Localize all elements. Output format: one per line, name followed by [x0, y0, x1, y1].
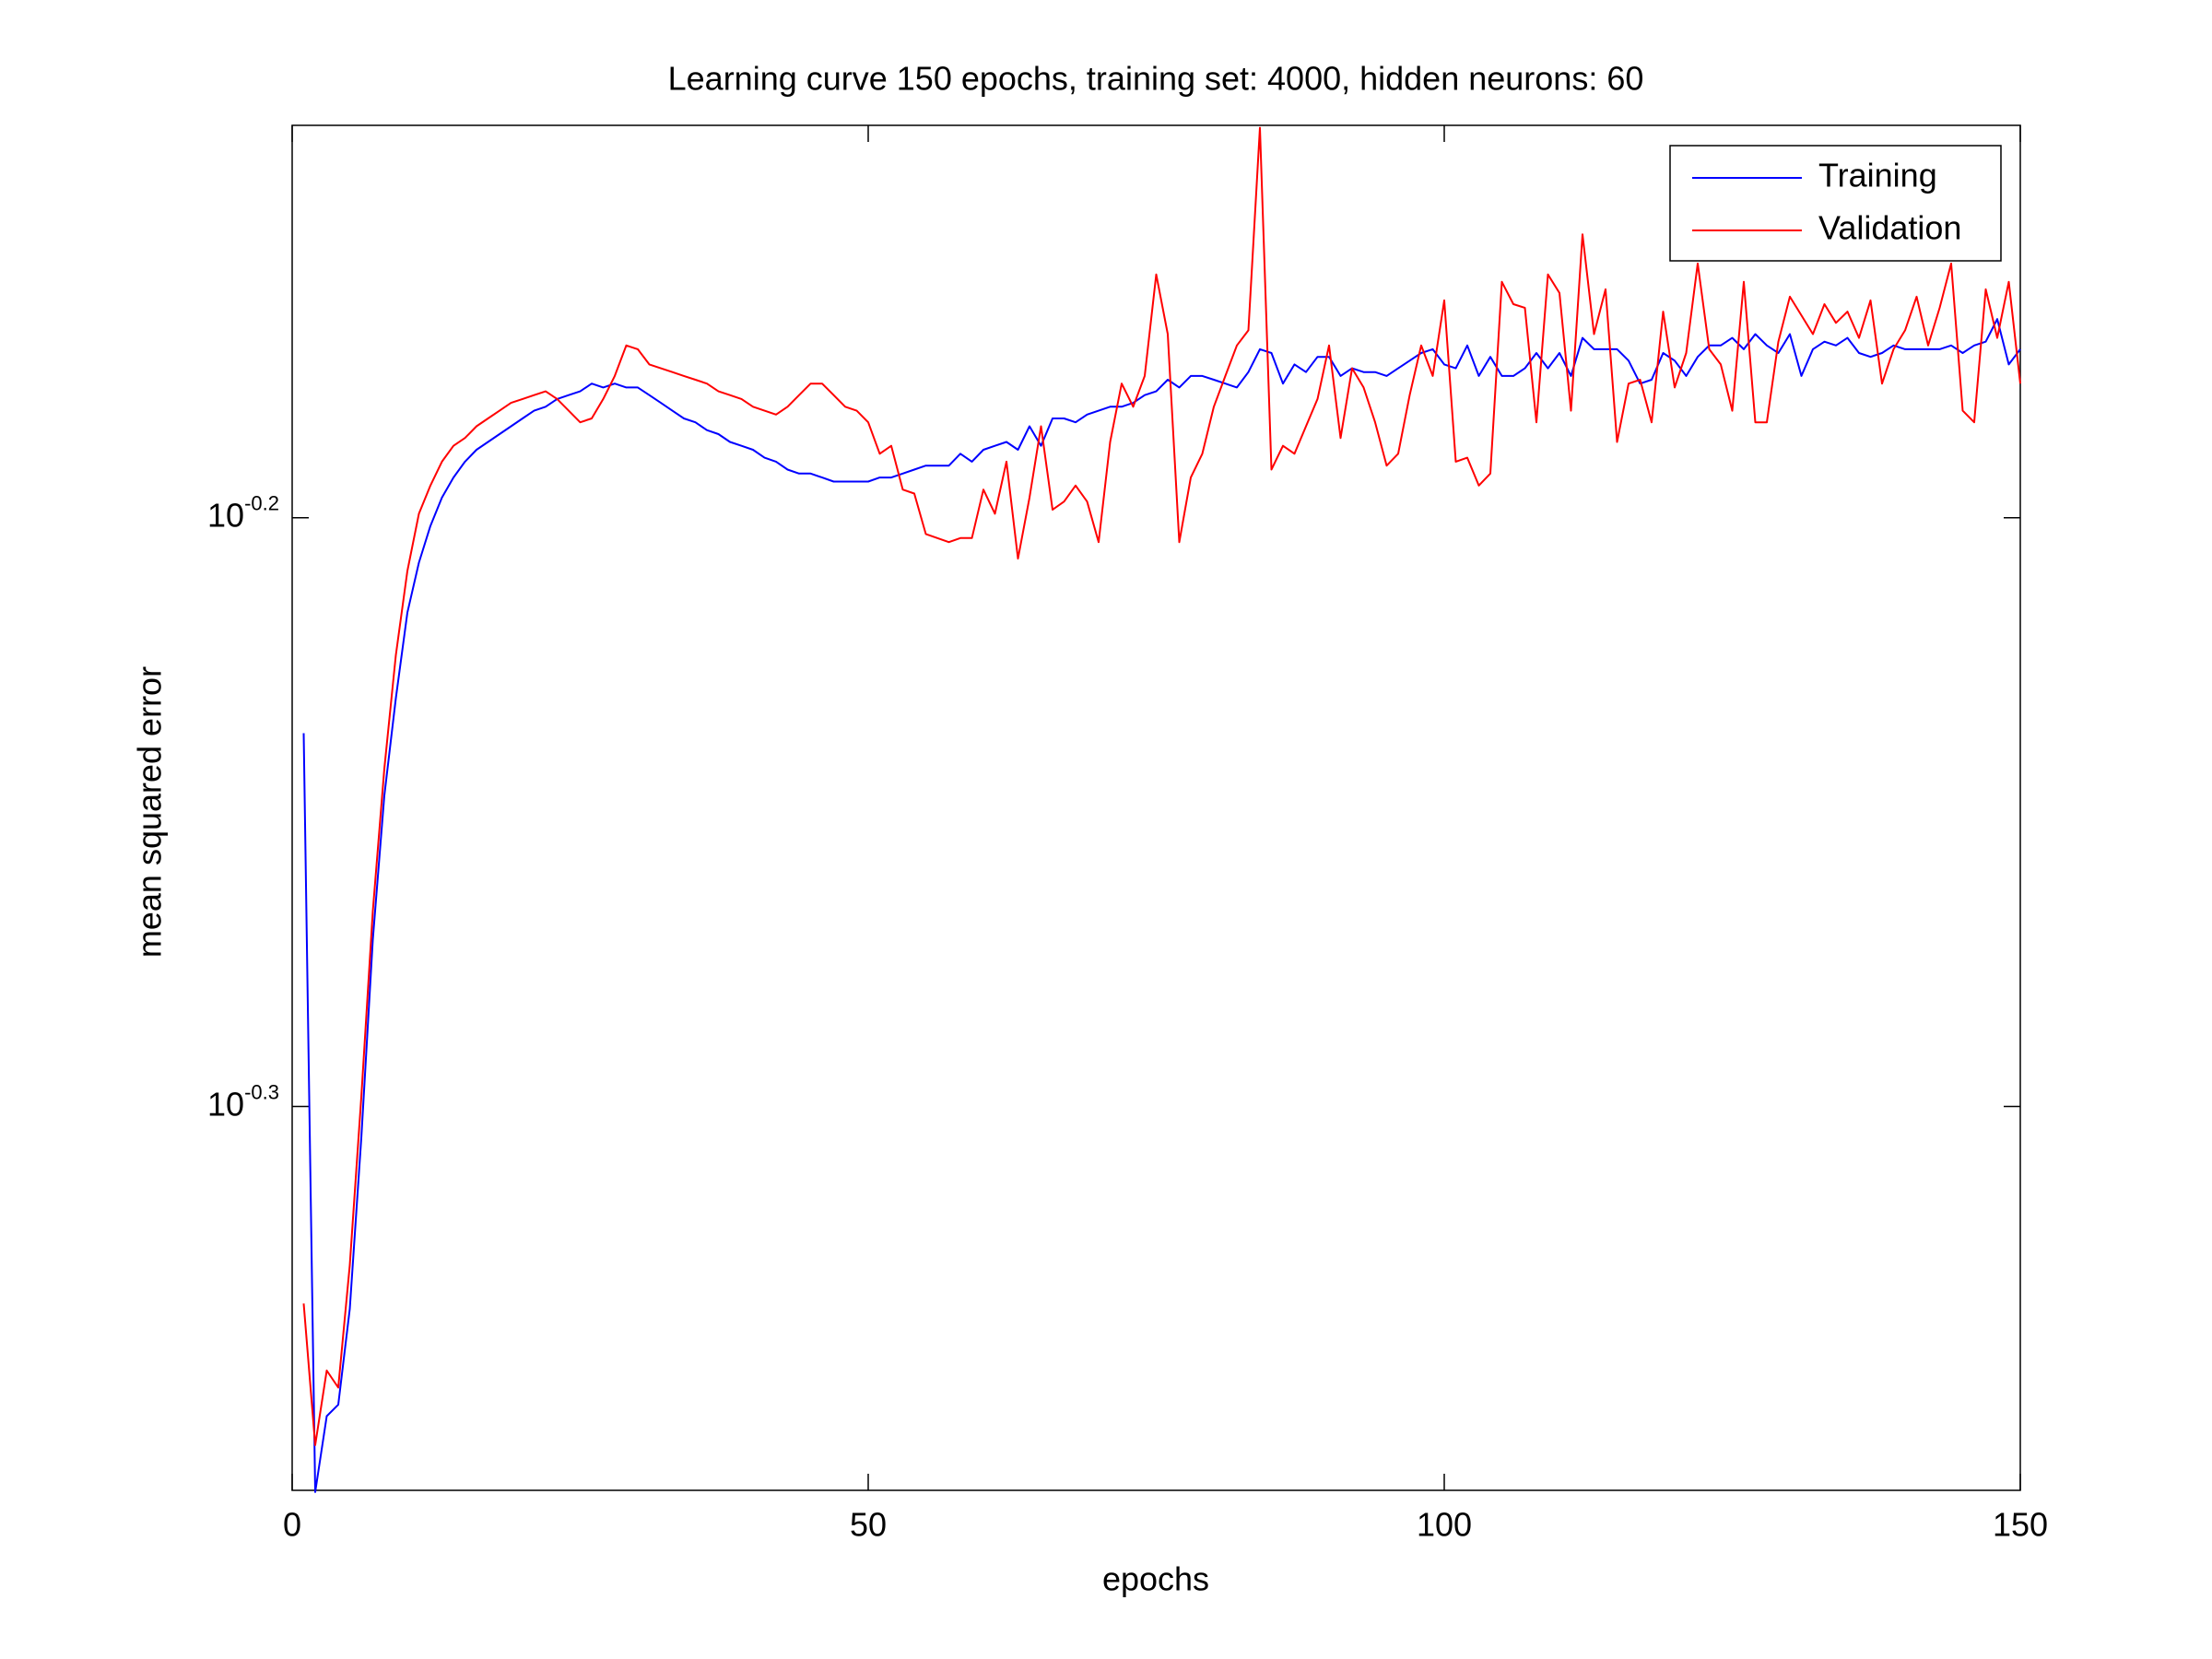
plot-area [291, 124, 2021, 1491]
y-tick-exponent: -0.3 [244, 1080, 279, 1103]
chart-title: Learning curve 150 epochs, training set:… [668, 60, 1644, 98]
series-line [302, 318, 2021, 1493]
x-tick-label: 50 [850, 1506, 887, 1544]
y-tick-label: 10-0.2 [207, 492, 279, 535]
legend-label: Validation [1818, 209, 1961, 247]
x-tick-label: 150 [1993, 1506, 2048, 1544]
x-tick-label: 0 [283, 1506, 301, 1544]
y-axis-label: mean squared error [131, 666, 169, 958]
x-axis-label: epochs [1102, 1560, 1209, 1598]
y-tick-label: 10-0.3 [207, 1080, 279, 1123]
y-tick-base: 10 [207, 1085, 244, 1123]
legend-label: Training [1818, 157, 1937, 194]
y-tick-base: 10 [207, 496, 244, 534]
x-tick-label: 100 [1417, 1506, 1472, 1544]
series-line [302, 126, 2021, 1446]
y-tick-exponent: -0.2 [244, 492, 279, 515]
legend-box [1669, 145, 2002, 262]
